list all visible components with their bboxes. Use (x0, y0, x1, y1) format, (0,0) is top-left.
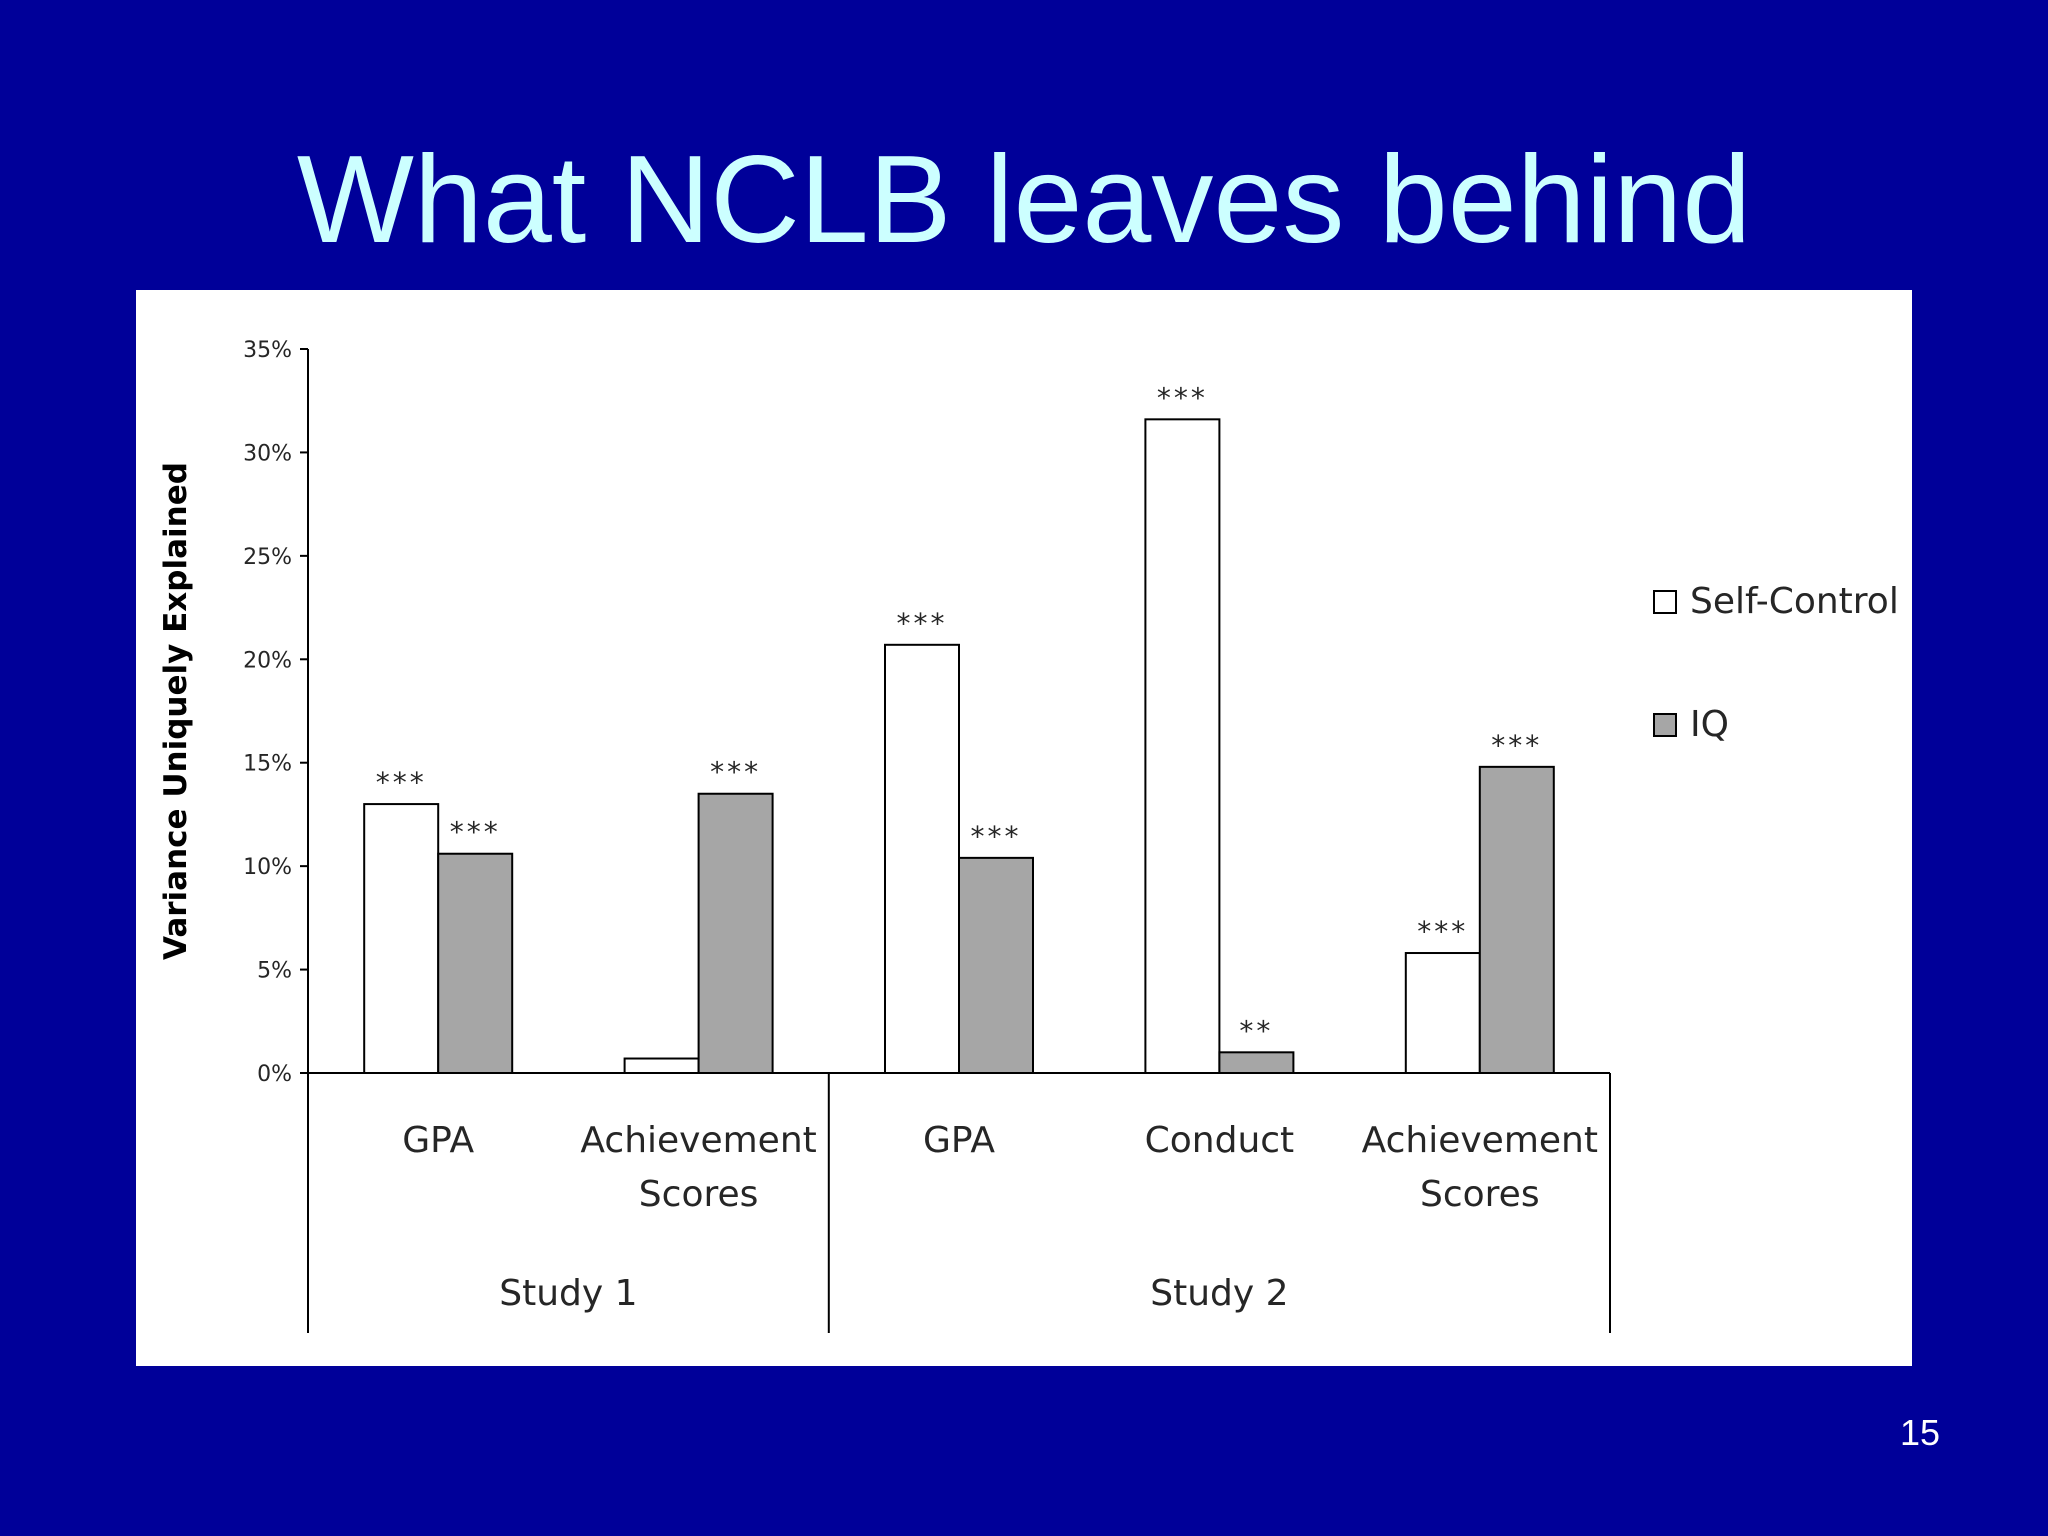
bar-self-control (1404, 952, 1481, 1074)
y-axis-title: Variance Uniquely Explained (158, 462, 194, 960)
y-tick-label: 10% (243, 855, 292, 880)
y-tick-label: 15% (243, 752, 292, 777)
significance-label: *** (1417, 915, 1468, 948)
significance-label: ** (1239, 1014, 1273, 1047)
x-category-label: Conduct (1145, 1120, 1295, 1161)
x-category-label: Achievement Scores (1362, 1120, 1598, 1215)
bar-iq (437, 852, 514, 1075)
y-tick-label: 30% (243, 441, 292, 466)
y-tick-label: 20% (243, 648, 292, 673)
bar-self-control (1144, 418, 1221, 1074)
group-label: Study 1 (499, 1273, 637, 1314)
significance-label: *** (710, 756, 761, 789)
significance-label: *** (1491, 729, 1542, 762)
bar-self-control (623, 1057, 700, 1075)
x-category-label: GPA (402, 1120, 474, 1161)
legend-label: IQ (1690, 704, 1729, 745)
y-tick-label: 35% (243, 338, 292, 363)
bar-self-control (884, 643, 960, 1074)
y-tick-label: 5% (257, 959, 292, 984)
bar-chart: 0% 5% 10% 15% 20% 25% 30% 35% Variance Uniquely … (158, 338, 1899, 1333)
y-tick-label: 0% (257, 1062, 292, 1087)
significance-label: *** (1157, 381, 1208, 414)
bar-iq (1478, 765, 1555, 1074)
bar-iq (1218, 1051, 1295, 1074)
significance-label: *** (376, 766, 427, 799)
bar-iq (958, 856, 1034, 1075)
significance-label: *** (971, 820, 1022, 853)
legend-swatch-self-control (1653, 590, 1677, 614)
slide-number: 15 (1899, 1412, 1940, 1453)
significance-label: *** (897, 607, 948, 640)
group-label: Study 2 (1150, 1273, 1288, 1314)
slide-title: What NCLB leaves behind (296, 131, 1752, 269)
legend-swatch-iq (1653, 713, 1677, 737)
x-category-label: GPA (923, 1120, 995, 1161)
chart-panel: 0% 5% 10% 15% 20% 25% 30% 35% Variance Uniquely … (136, 290, 1912, 1366)
y-tick-label: 25% (243, 545, 292, 570)
legend-label: Self-Control (1690, 581, 1899, 622)
x-category-label: Achievement Scores (580, 1120, 816, 1215)
significance-label: *** (450, 816, 501, 849)
bar-self-control (363, 803, 440, 1074)
bar-iq (697, 792, 774, 1074)
